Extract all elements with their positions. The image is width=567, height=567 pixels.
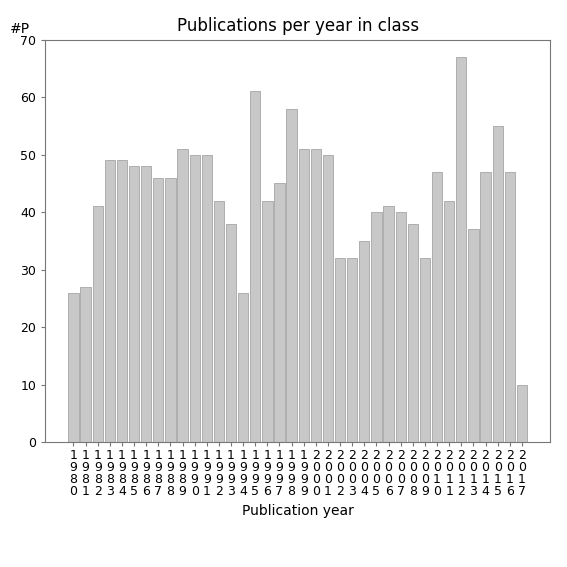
Bar xyxy=(408,224,418,442)
Bar xyxy=(92,206,103,442)
Bar xyxy=(238,293,248,442)
Bar xyxy=(493,126,503,442)
Bar xyxy=(153,177,163,442)
Bar xyxy=(371,212,382,442)
Bar xyxy=(141,166,151,442)
Bar xyxy=(505,172,515,442)
Bar xyxy=(68,293,79,442)
Bar xyxy=(165,177,176,442)
Bar xyxy=(299,149,309,442)
Bar xyxy=(117,160,127,442)
Bar xyxy=(456,57,467,442)
Bar xyxy=(189,155,200,442)
X-axis label: Publication year: Publication year xyxy=(242,503,354,518)
Bar xyxy=(432,172,442,442)
Bar xyxy=(286,109,297,442)
Bar xyxy=(444,201,454,442)
Bar xyxy=(250,91,260,442)
Bar xyxy=(177,149,188,442)
Bar xyxy=(214,201,224,442)
Bar xyxy=(202,155,212,442)
Bar xyxy=(480,172,490,442)
Bar xyxy=(468,230,479,442)
Bar xyxy=(323,155,333,442)
Bar xyxy=(129,166,139,442)
Bar xyxy=(517,385,527,442)
Title: Publications per year in class: Publications per year in class xyxy=(176,18,419,35)
Bar xyxy=(105,160,115,442)
Bar xyxy=(396,212,406,442)
Bar xyxy=(347,258,357,442)
Bar xyxy=(226,224,236,442)
Bar xyxy=(311,149,321,442)
Bar xyxy=(420,258,430,442)
Text: #P: #P xyxy=(10,22,30,36)
Bar xyxy=(359,241,370,442)
Bar xyxy=(335,258,345,442)
Bar xyxy=(262,201,273,442)
Bar xyxy=(81,287,91,442)
Bar xyxy=(383,206,393,442)
Bar xyxy=(274,184,285,442)
